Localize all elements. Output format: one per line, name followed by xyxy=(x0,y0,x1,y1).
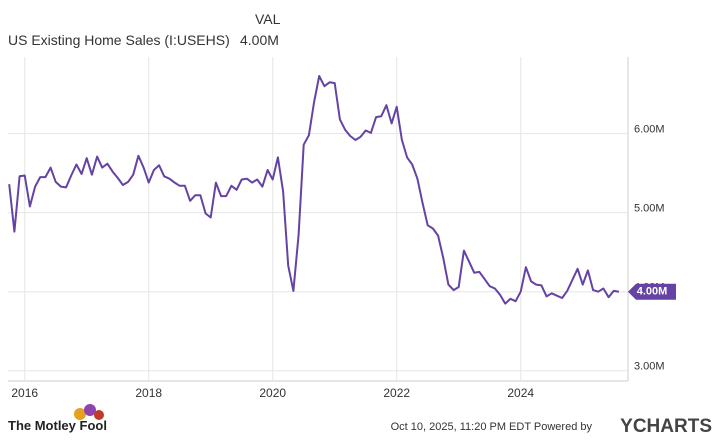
x-tick-label: 2022 xyxy=(383,386,410,400)
x-tick-label: 2020 xyxy=(259,386,286,400)
y-tick-label: 5.00M xyxy=(634,203,665,215)
legend-header: VAL xyxy=(255,11,281,27)
value-badge xyxy=(628,283,676,300)
publisher: The Motley Fool xyxy=(8,418,107,433)
y-tick-label: 6.00M xyxy=(634,124,665,136)
value-badge-label: 4.00M xyxy=(637,286,668,298)
legend-entry: US Existing Home Sales (I:USEHS) xyxy=(8,32,230,48)
y-tick-label: 3.00M xyxy=(634,361,665,373)
x-tick-label: 2024 xyxy=(507,386,534,400)
legend-value: 4.00M xyxy=(240,32,279,48)
line xyxy=(8,75,620,305)
timestamp: Oct 10, 2025, 11:20 PM EDT Powered by xyxy=(391,421,593,433)
logo xyxy=(74,404,104,420)
x-tick-label: 2018 xyxy=(135,386,162,400)
brand: YCHARTS xyxy=(620,416,712,437)
x-tick-label: 2016 xyxy=(11,386,38,400)
